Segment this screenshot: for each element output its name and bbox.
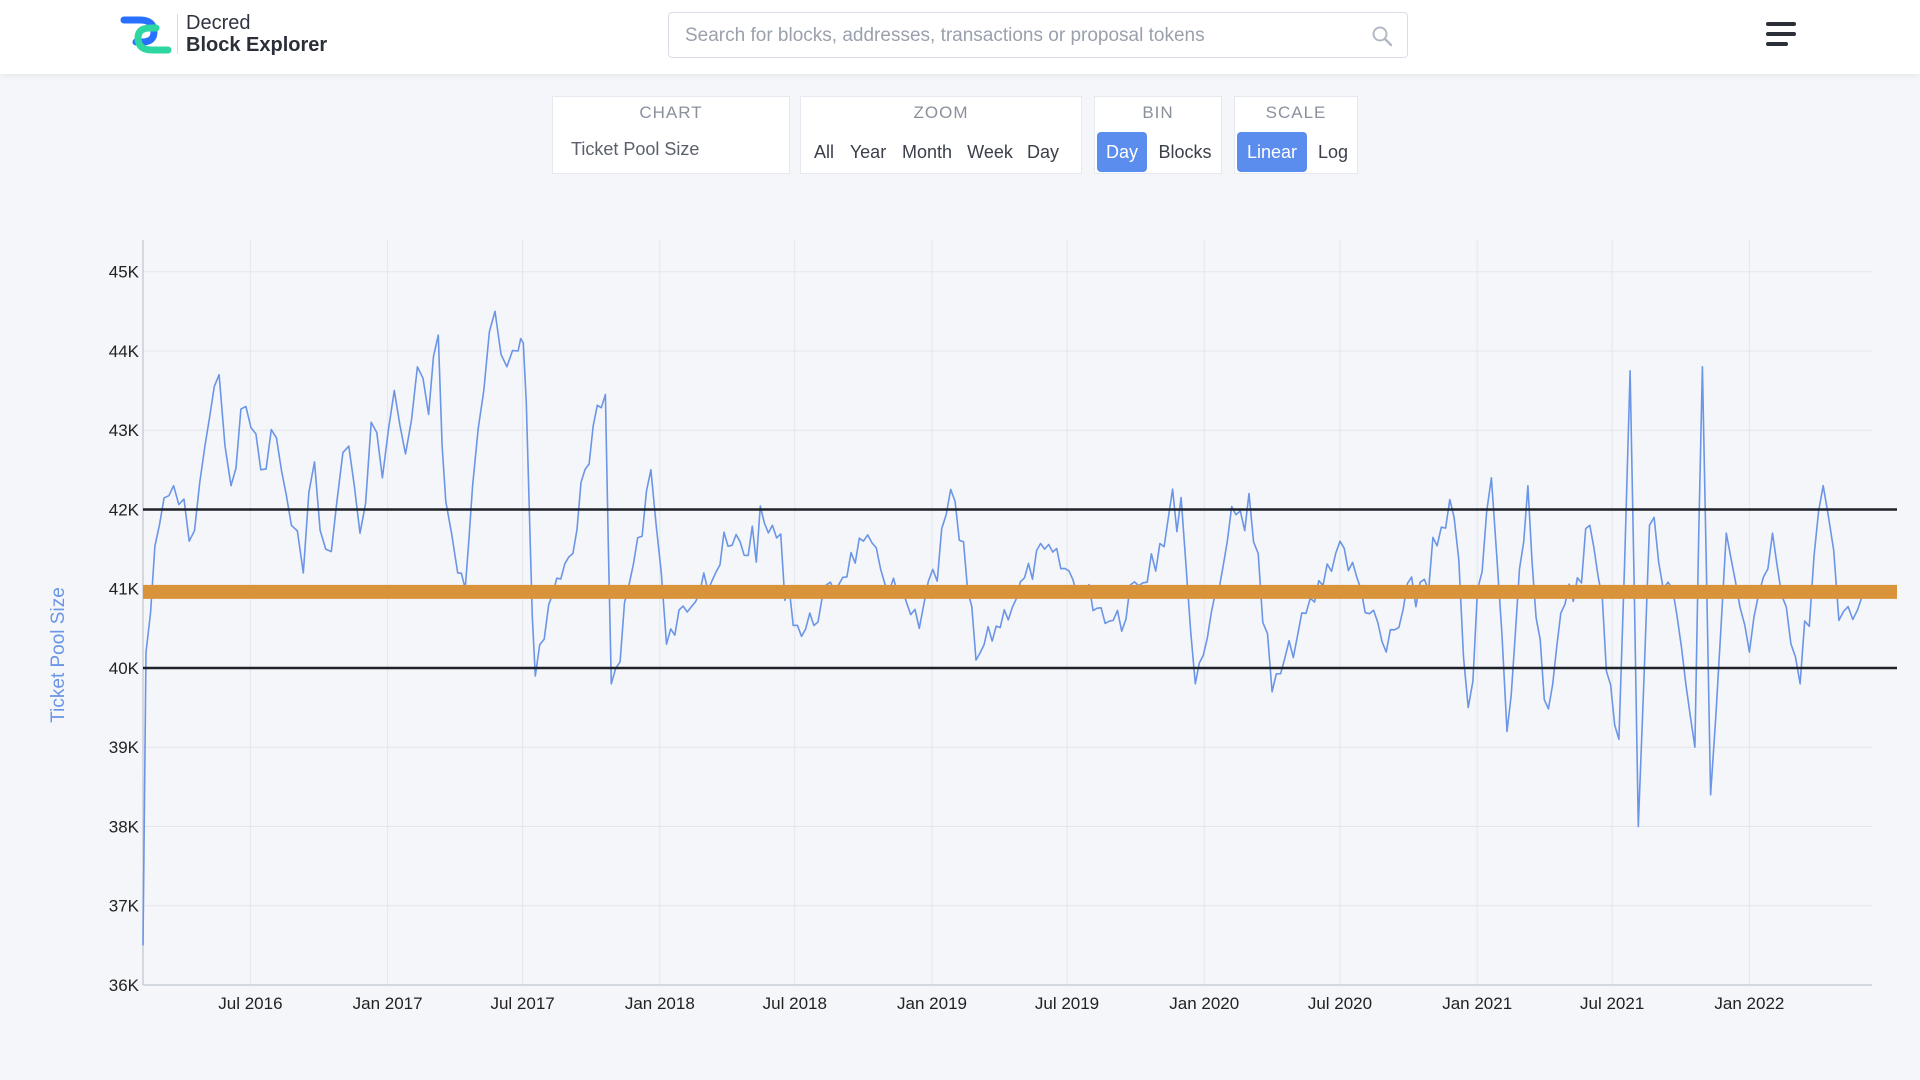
chart-grid bbox=[143, 240, 1872, 986]
chart-selector-label: CHART bbox=[639, 103, 703, 122]
y-tick-label: 42K bbox=[109, 500, 140, 519]
ticket-pool-series-line bbox=[142, 310, 1863, 946]
brand-name[interactable]: Decred bbox=[186, 12, 251, 34]
zoom-panel: ZOOM All Year Month Week Day bbox=[800, 96, 1082, 174]
scale-linear-button[interactable]: Linear bbox=[1237, 132, 1307, 172]
bin-label: BIN bbox=[1142, 103, 1174, 122]
zoom-month-button[interactable]: Month bbox=[901, 142, 953, 162]
y-tick-label: 36K bbox=[109, 976, 140, 995]
x-tick-label: Jul 2019 bbox=[1035, 994, 1099, 1013]
bin-day-button[interactable]: Day bbox=[1097, 132, 1147, 172]
chart-select-value[interactable]: Ticket Pool Size bbox=[571, 139, 700, 159]
y-axis-ticks: 45K 44K 43K 42K 41K 40K 39K 38K 37K 36K bbox=[109, 263, 140, 995]
y-axis-label: Ticket Pool Size bbox=[48, 587, 69, 723]
x-tick-label: Jan 2018 bbox=[625, 994, 695, 1013]
search-box[interactable] bbox=[668, 12, 1408, 59]
chart-selector-panel: CHART Ticket Pool Size bbox=[552, 96, 790, 174]
y-tick-label: 41K bbox=[109, 580, 140, 599]
y-tick-label: 37K bbox=[109, 897, 140, 916]
y-tick-label: 43K bbox=[109, 421, 140, 440]
y-tick-label: 45K bbox=[109, 263, 140, 282]
x-tick-label: Jan 2022 bbox=[1714, 994, 1784, 1013]
decred-logo-icon[interactable] bbox=[118, 12, 174, 58]
x-tick-label: Jul 2021 bbox=[1580, 994, 1644, 1013]
zoom-label: ZOOM bbox=[913, 103, 969, 122]
zoom-week-button[interactable]: Week bbox=[967, 142, 1013, 162]
menu-bar bbox=[1766, 22, 1796, 26]
menu-bar bbox=[1766, 32, 1796, 36]
x-tick-label: Jul 2017 bbox=[490, 994, 554, 1013]
search-input[interactable] bbox=[683, 13, 1337, 59]
x-axis-ticks: Jul 2016 Jan 2017 Jul 2017 Jan 2018 Jul 2018… bbox=[218, 994, 1784, 1013]
scale-panel: SCALE Linear Log bbox=[1234, 96, 1358, 174]
y-tick-label: 40K bbox=[109, 659, 140, 678]
x-tick-label: Jan 2021 bbox=[1442, 994, 1512, 1013]
x-tick-label: Jan 2019 bbox=[897, 994, 967, 1013]
zoom-buttons: All Year Month Week Day bbox=[801, 129, 1081, 173]
top-navbar: Decred Block Explorer bbox=[0, 0, 1920, 74]
zoom-day-button[interactable]: Day bbox=[1026, 142, 1059, 162]
y-tick-label: 44K bbox=[109, 342, 140, 361]
x-tick-label: Jul 2018 bbox=[763, 994, 827, 1013]
logo-divider bbox=[177, 14, 178, 54]
bin-panel: BIN Day Blocks bbox=[1094, 96, 1222, 174]
x-tick-label: Jul 2020 bbox=[1308, 994, 1372, 1013]
x-tick-label: Jan 2017 bbox=[353, 994, 423, 1013]
x-tick-label: Jul 2016 bbox=[218, 994, 282, 1013]
y-tick-label: 38K bbox=[109, 817, 140, 836]
chart-select[interactable]: Ticket Pool Size bbox=[553, 129, 789, 173]
menu-bar bbox=[1766, 42, 1788, 46]
y-tick-label: 39K bbox=[109, 738, 140, 757]
zoom-all-button[interactable]: All bbox=[813, 142, 834, 162]
hamburger-menu-icon[interactable] bbox=[1766, 22, 1796, 48]
scale-log-button[interactable]: Log bbox=[1317, 142, 1349, 162]
scale-label: SCALE bbox=[1265, 103, 1327, 122]
bin-blocks-button[interactable]: Blocks bbox=[1158, 142, 1212, 162]
bin-buttons: Day Blocks bbox=[1095, 129, 1221, 173]
search-icon[interactable] bbox=[1371, 25, 1393, 47]
x-tick-label: Jan 2020 bbox=[1169, 994, 1239, 1013]
scale-buttons: Linear Log bbox=[1235, 129, 1357, 173]
brand-subtitle[interactable]: Block Explorer bbox=[186, 34, 328, 56]
zoom-year-button[interactable]: Year bbox=[849, 142, 887, 162]
